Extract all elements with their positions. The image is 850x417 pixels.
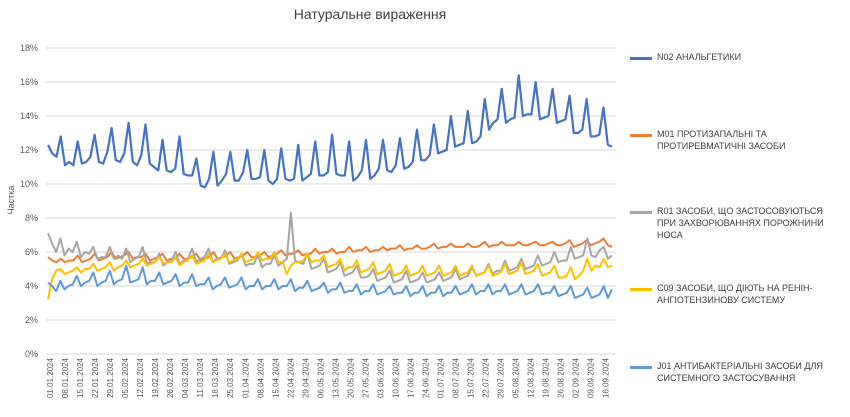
legend-swatch: [630, 134, 652, 137]
x-tick-label: 18.03.2024: [211, 357, 220, 398]
x-tick-label: 15.01.2024: [76, 357, 85, 398]
x-tick-label: 08.04.2024: [256, 357, 265, 398]
x-tick-label: 17.06.2024: [406, 357, 415, 398]
x-tick-label: 15.07.2024: [467, 357, 476, 398]
x-tick-label: 22.07.2024: [482, 357, 491, 398]
x-tick-label: 16.09.2024: [602, 357, 611, 398]
x-tick-label: 09.09.2024: [587, 357, 596, 398]
x-tick-label: 02.09.2024: [572, 357, 581, 398]
legend-swatch: [630, 57, 652, 60]
chart-title: Натуральне вираження: [293, 6, 447, 22]
y-tick-label: 14%: [20, 111, 38, 121]
x-tick-label: 13.05.2024: [331, 357, 340, 398]
x-tick-label: 29.07.2024: [497, 357, 506, 398]
legend-item: J01 АНТИБАКТЕРІАЛЬНІ ЗАСОБИ ДЛЯ СИСТЕМНО…: [630, 360, 832, 384]
x-tick-label: 08.01.2024: [61, 357, 70, 398]
legend-swatch: [630, 366, 652, 369]
x-tick-label: 08.07.2024: [452, 357, 461, 398]
x-tick-label: 22.04.2024: [286, 357, 295, 398]
x-tick-label: 24.06.2024: [421, 357, 430, 398]
legend-item: R01 ЗАСОБИ, ЩО ЗАСТОСОВУЮТЬСЯ ПРИ ЗАХВОР…: [630, 205, 832, 241]
series-lines: [47, 74, 613, 300]
y-tick-label: 6%: [25, 247, 38, 257]
y-tick-label: 4%: [25, 281, 38, 291]
y-axis-ticks: 0% 2% 4% 6% 8% 10% 12% 14% 16% 18%: [20, 43, 38, 359]
legend-item: N02 АНАЛЬГЕТИКИ: [630, 51, 832, 63]
legend: N02 АНАЛЬГЕТИКИ M01 ПРОТИЗАПАЛЬНІ ТА ПРОТ…: [630, 0, 845, 417]
gridlines: [46, 47, 616, 355]
y-tick-label: 2%: [25, 315, 38, 325]
x-tick-label: 12.02.2024: [136, 357, 145, 398]
x-tick-label: 22.01.2024: [91, 357, 100, 398]
x-tick-label: 01.07.2024: [437, 357, 446, 398]
y-tick-label: 0%: [25, 349, 38, 359]
y-tick-label: 10%: [20, 179, 38, 189]
legend-item: C09 ЗАСОБИ, ЩО ДІЮТЬ НА РЕНІН-АНГІОТЕНЗИ…: [630, 282, 832, 306]
series-line-r01: [47, 211, 613, 284]
series-line-n02: [47, 74, 613, 189]
series-line-m01: [47, 237, 613, 264]
x-axis-ticks: 01.01.2024 08.01.2024 15.01.2024 22.01.2024…: [46, 357, 611, 398]
x-tick-label: 25.03.2024: [226, 357, 235, 398]
x-tick-label: 03.06.2024: [376, 357, 385, 398]
y-tick-label: 16%: [20, 77, 38, 87]
x-tick-label: 26.02.2024: [166, 357, 175, 398]
x-tick-label: 04.03.2024: [181, 357, 190, 398]
y-tick-label: 18%: [20, 43, 38, 53]
y-axis-label: Частка: [6, 186, 16, 215]
x-tick-label: 01.01.2024: [46, 357, 55, 398]
x-tick-label: 11.03.2024: [196, 357, 205, 397]
x-tick-label: 15.04.2024: [271, 357, 280, 398]
y-tick-label: 8%: [25, 213, 38, 223]
x-tick-label: 19.08.2024: [542, 357, 551, 398]
legend-label: R01 ЗАСОБИ, ЩО ЗАСТОСОВУЮТЬСЯ ПРИ ЗАХВОР…: [657, 206, 824, 240]
x-tick-label: 05.02.2024: [121, 357, 130, 398]
legend-item: M01 ПРОТИЗАПАЛЬНІ ТА ПРОТИРЕВМАТИЧНІ ЗАС…: [630, 128, 832, 152]
x-tick-label: 27.05.2024: [361, 357, 370, 398]
series-line-j01: [47, 264, 613, 299]
line-chart: 0% 2% 4% 6% 8% 10% 12% 14% 16% 18% 01.01.2024 08.0…: [6, 43, 616, 398]
x-tick-label: 29.01.2024: [106, 357, 115, 398]
legend-label: C09 ЗАСОБИ, ЩО ДІЮТЬ НА РЕНІН-АНГІОТЕНЗИ…: [657, 283, 813, 305]
x-tick-label: 19.02.2024: [151, 357, 160, 398]
x-tick-label: 10.06.2024: [391, 357, 400, 398]
legend-label: N02 АНАЛЬГЕТИКИ: [657, 52, 742, 62]
legend-label: J01 АНТИБАКТЕРІАЛЬНІ ЗАСОБИ ДЛЯ СИСТЕМНО…: [657, 361, 823, 383]
legend-label: M01 ПРОТИЗАПАЛЬНІ ТА ПРОТИРЕВМАТИЧНІ ЗАС…: [657, 129, 786, 151]
series-line-c09: [47, 251, 613, 300]
x-tick-label: 26.08.2024: [557, 357, 566, 398]
x-tick-label: 29.04.2024: [301, 357, 310, 398]
x-tick-label: 01.04.2024: [241, 357, 250, 398]
x-tick-label: 12.08.2024: [527, 357, 536, 398]
legend-swatch: [630, 288, 652, 291]
x-tick-label: 05.08.2024: [512, 357, 521, 398]
x-tick-label: 06.05.2024: [316, 357, 325, 398]
y-tick-label: 12%: [20, 145, 38, 155]
legend-swatch: [630, 211, 652, 214]
x-tick-label: 20.05.2024: [346, 357, 355, 398]
